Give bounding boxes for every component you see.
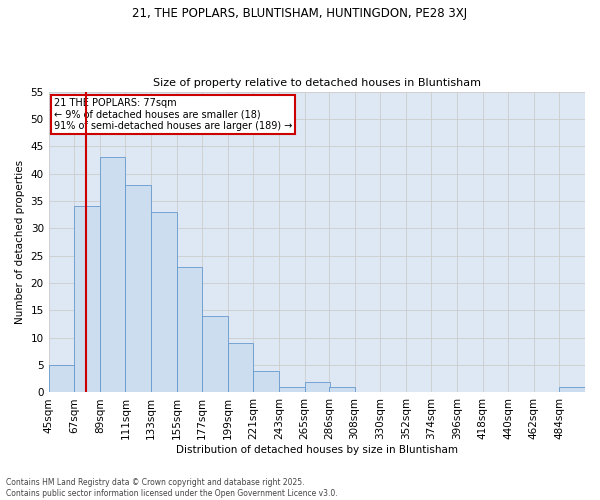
Bar: [176, 266, 202, 392]
Text: 21, THE POPLARS, BLUNTISHAM, HUNTINGDON, PE28 3XJ: 21, THE POPLARS, BLUNTISHAM, HUNTINGDON,…: [133, 8, 467, 20]
X-axis label: Distribution of detached houses by size in Bluntisham: Distribution of detached houses by size …: [176, 445, 458, 455]
Bar: [151, 212, 176, 392]
Title: Size of property relative to detached houses in Bluntisham: Size of property relative to detached ho…: [153, 78, 481, 88]
Bar: [329, 387, 355, 392]
Bar: [279, 387, 305, 392]
Bar: [202, 316, 228, 392]
Bar: [74, 206, 100, 392]
Bar: [228, 343, 253, 392]
Text: 21 THE POPLARS: 77sqm
← 9% of detached houses are smaller (18)
91% of semi-detac: 21 THE POPLARS: 77sqm ← 9% of detached h…: [54, 98, 292, 131]
Bar: [253, 370, 279, 392]
Bar: [49, 365, 74, 392]
Bar: [559, 387, 585, 392]
Y-axis label: Number of detached properties: Number of detached properties: [15, 160, 25, 324]
Text: Contains HM Land Registry data © Crown copyright and database right 2025.
Contai: Contains HM Land Registry data © Crown c…: [6, 478, 338, 498]
Bar: [125, 184, 151, 392]
Bar: [305, 382, 330, 392]
Bar: [100, 157, 125, 392]
